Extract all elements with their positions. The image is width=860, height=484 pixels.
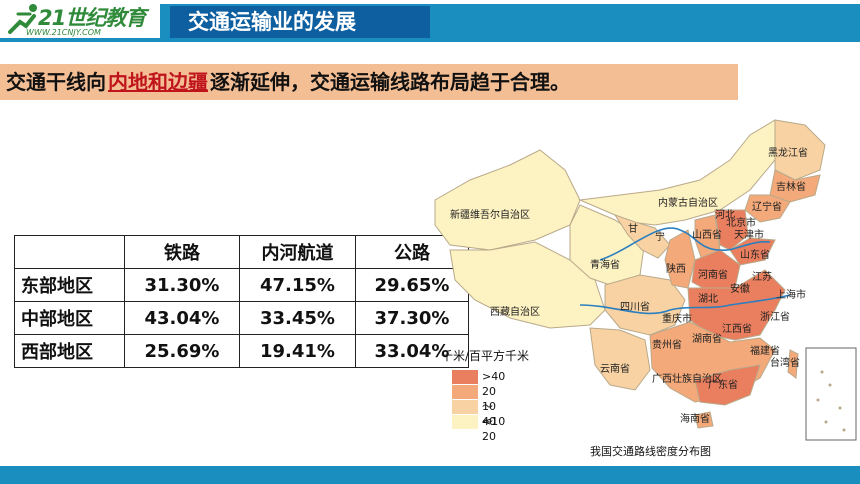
table-row: 东部地区 31.30% 47.15% 29.65% [14, 268, 469, 302]
label-liaoning: 辽宁省 [752, 200, 782, 213]
label-henan: 河南省 [698, 268, 728, 281]
legend-swatch [452, 400, 478, 414]
legend-label: >40 [482, 370, 506, 383]
label-neimenggu: 内蒙古自治区 [658, 196, 718, 209]
footer-bar [0, 466, 860, 484]
density-table: 铁路 内河航道 公路 东部地区 31.30% 47.15% 29.65% 中部地… [14, 235, 469, 368]
label-fujian: 福建省 [750, 344, 780, 357]
region-heilongjiang [774, 119, 826, 181]
region-taiwan [787, 349, 799, 379]
china-density-map: 新疆维吾尔自治区 西藏自治区 青海省 甘 内蒙古自治区 黑龙江省 吉林省 辽宁省… [434, 119, 857, 441]
legend-label: <10 [482, 415, 506, 428]
label-gansu: 甘 [628, 222, 638, 235]
label-shaanxi: 陕西 [666, 262, 686, 275]
label-zhejiang: 浙江省 [760, 310, 790, 323]
header-band-line [0, 38, 860, 42]
brand-name: 21世纪教育 [38, 6, 146, 30]
south-china-sea-inset [805, 347, 857, 441]
region-hebei [714, 209, 749, 251]
label-chongqing: 重庆市 [662, 312, 692, 325]
legend-swatch [452, 385, 478, 399]
region-hainan [694, 411, 714, 429]
region-gansu [613, 214, 671, 259]
label-guangxi: 广西壮族自治区 [652, 372, 722, 385]
label-hunan: 湖南省 [692, 332, 722, 345]
region-sichuan [604, 274, 686, 336]
headline: 交通干线向 内地和边疆 逐渐延伸，交通运输线路布局趋于合理。 [0, 64, 738, 100]
label-jilin: 吉林省 [776, 180, 806, 193]
table-header-cell: 内河航道 [239, 235, 356, 269]
cell-rail: 25.69% [124, 334, 240, 368]
label-xinjiang: 新疆维吾尔自治区 [450, 208, 530, 221]
label-sichuan: 四川省 [620, 300, 650, 313]
label-ningxia: 宁 [655, 230, 665, 243]
legend-swatch [452, 415, 478, 429]
label-shanghai: 上海市 [776, 288, 806, 301]
table-header-row: 铁路 内河航道 公路 [14, 235, 469, 269]
row-region: 东部地区 [14, 268, 125, 302]
table-header-cell [14, 235, 125, 269]
headline-text-after: 逐渐延伸，交通运输线路布局趋于合理。 [210, 70, 570, 94]
table-row: 西部地区 25.69% 19.41% 33.04% [14, 334, 469, 368]
label-shanxi: 山西省 [692, 228, 722, 241]
brand-url: WWW.21CNJY.COM [26, 28, 101, 37]
label-jiangxi: 江西省 [722, 322, 752, 335]
region-shandong [729, 237, 776, 266]
yellow-river-line [599, 227, 771, 261]
label-beijing: 北京市 [726, 216, 756, 229]
label-yunnan: 云南省 [600, 362, 630, 375]
label-xizang: 西藏自治区 [490, 305, 540, 318]
legend-title: 千米/百平方千米 [441, 349, 530, 363]
yangtze-river-line [579, 294, 791, 315]
top-bar: 21世纪教育 WWW.21CNJY.COM 交通运输业的发展 [0, 0, 860, 42]
row-region: 西部地区 [14, 334, 125, 368]
table-header-cell: 铁路 [124, 235, 240, 269]
label-taiwan: 台湾省 [770, 356, 800, 369]
label-anhui: 安徽 [730, 282, 750, 295]
cell-rail: 43.04% [124, 301, 240, 335]
headline-keyword: 内地和边疆 [108, 70, 208, 94]
cell-road: 29.65% [355, 268, 469, 302]
island-dots [816, 370, 846, 432]
legend-label: 20～40 [482, 385, 496, 428]
label-guizhou: 贵州省 [652, 338, 682, 351]
label-hebei: 河北 [715, 209, 735, 221]
runner-logo-icon [8, 4, 37, 34]
legend-swatch [452, 370, 478, 384]
table-row: 中部地区 43.04% 33.45% 37.30% [14, 301, 469, 335]
logo: 21世纪教育 WWW.21CNJY.COM [4, 2, 160, 40]
region-xinjiang [434, 149, 581, 251]
cell-river: 33.45% [239, 301, 356, 335]
region-yunnan [589, 327, 651, 391]
label-shandong: 山东省 [740, 248, 770, 261]
region-shaanxi [664, 229, 696, 289]
label-hubei: 湖北 [698, 293, 718, 305]
cell-river: 47.15% [239, 268, 356, 302]
map-caption: 我国交通路线密度分布图 [590, 445, 711, 458]
label-tianjin: 天津市 [734, 228, 764, 241]
region-guangdong [694, 364, 761, 406]
region-xizang [449, 241, 606, 329]
label-qinghai: 青海省 [590, 258, 620, 271]
label-hainan: 海南省 [680, 412, 710, 425]
cell-river: 19.41% [239, 334, 356, 368]
legend-label: 10～20 [482, 400, 496, 443]
cell-rail: 31.30% [124, 268, 240, 302]
label-jiangsu: 江苏 [752, 270, 772, 283]
cell-road: 33.04% [355, 334, 469, 368]
label-heilongjiang: 黑龙江省 [768, 146, 808, 159]
row-region: 中部地区 [14, 301, 125, 335]
headline-text-before: 交通干线向 [6, 70, 106, 94]
label-guangdong: 广东省 [708, 378, 738, 391]
page-title: 交通运输业的发展 [170, 6, 430, 38]
